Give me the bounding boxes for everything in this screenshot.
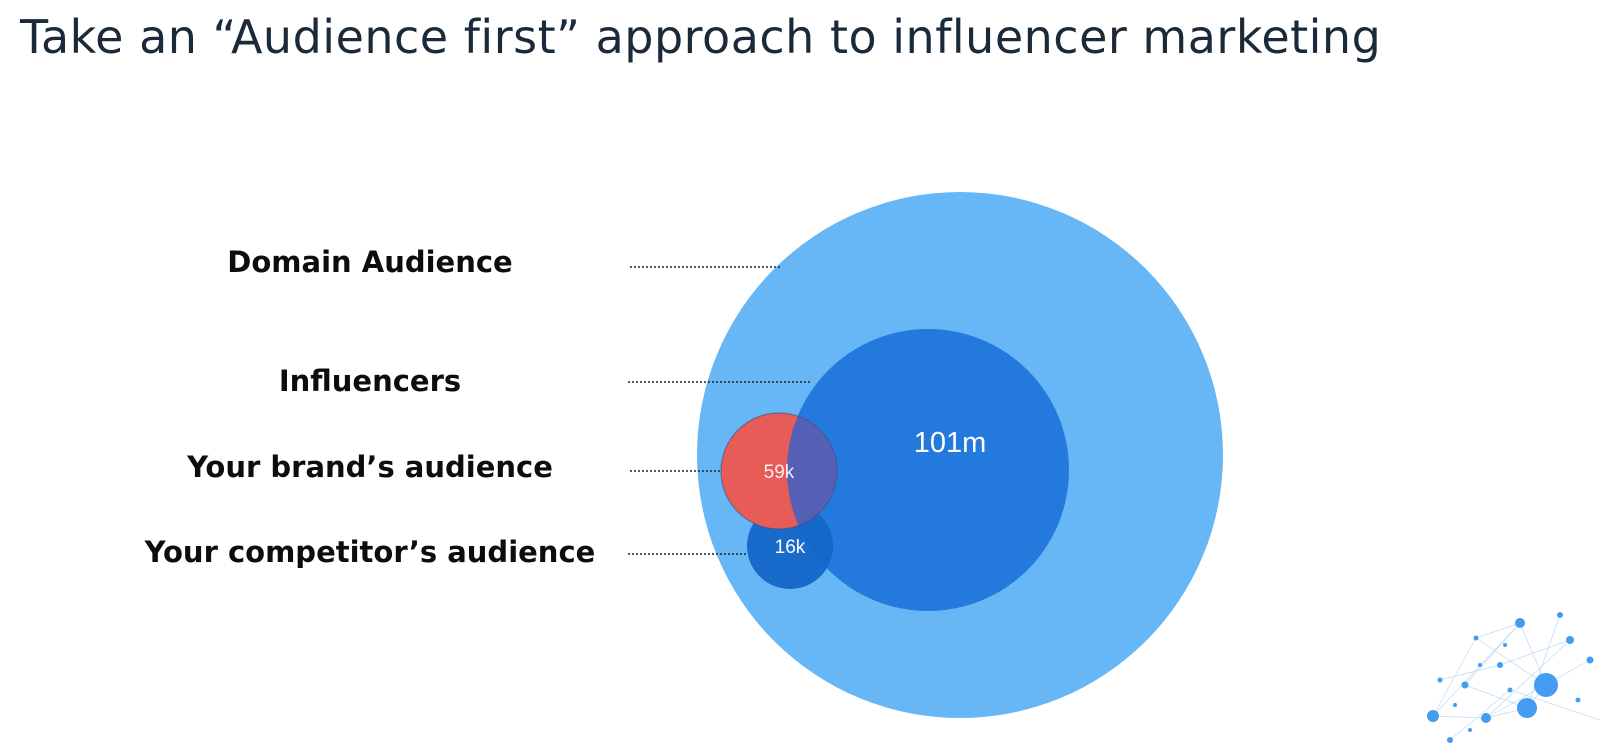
- influencers-value: 101m: [914, 427, 987, 459]
- competitor-value: 16k: [775, 537, 806, 558]
- network-graphic-icon: [1427, 612, 1600, 743]
- slide-title: Take an “Audience first” approach to inf…: [20, 10, 1382, 64]
- label-brand-audience: Your brand’s audience: [187, 450, 553, 484]
- brand-circle-outline: [720, 412, 838, 530]
- label-competitor-audience: Your competitor’s audience: [144, 535, 596, 569]
- label-domain-audience: Domain Audience: [227, 245, 513, 279]
- label-influencers: Influencers: [278, 364, 462, 398]
- brand-influencer-overlap: [787, 413, 837, 529]
- brand-value: 59k: [764, 462, 795, 483]
- influencers-circle: [787, 329, 1069, 611]
